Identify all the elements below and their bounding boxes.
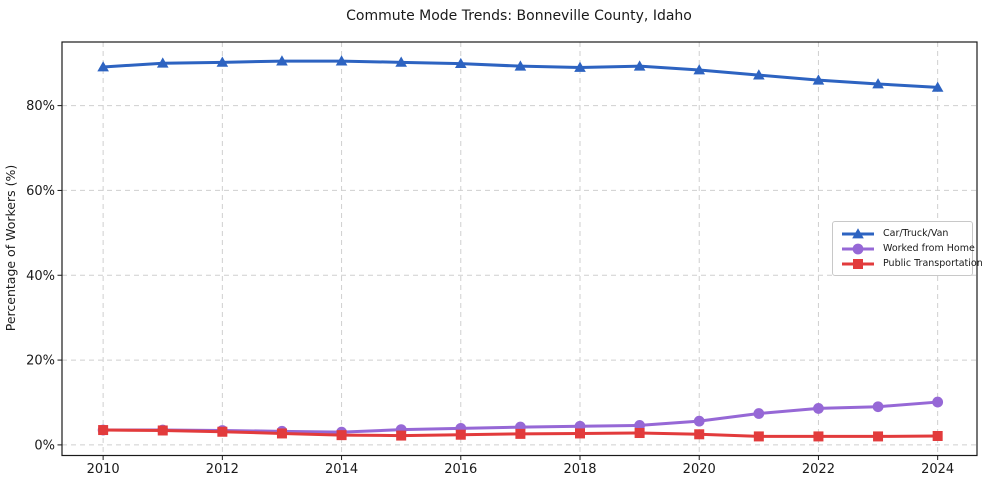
legend: Car/Truck/Van Worked from Home Public Tran…: [832, 221, 983, 276]
marker-car-truck-van: [574, 61, 586, 72]
marker-public-transportation: [396, 430, 407, 441]
marker-car-truck-van: [395, 56, 407, 67]
marker-public-transportation: [634, 428, 645, 439]
marker-car-truck-van: [812, 74, 825, 85]
marker-public-transportation: [575, 428, 586, 439]
legend-label: Worked from Home: [883, 243, 975, 254]
marker-public-transportation: [753, 431, 764, 442]
data-series: [97, 55, 944, 442]
marker-car-truck-van: [872, 78, 884, 89]
marker-worked-from-home: [813, 403, 824, 414]
marker-public-transportation: [813, 431, 824, 442]
marker-public-transportation: [932, 430, 943, 441]
y-tick-label: 20%: [26, 354, 55, 369]
marker-car-truck-van: [633, 60, 646, 71]
legend-item-public-transportation: Public Transportation: [840, 258, 983, 270]
series-public-transportation: [98, 425, 943, 442]
legend-swatch-public-transportation: [842, 258, 874, 269]
marker-worked-from-home: [693, 415, 705, 427]
x-tick-label: 2022: [802, 462, 835, 477]
x-tick-label: 2012: [206, 462, 239, 477]
plot-border-rect: [61, 41, 978, 457]
y-tick-label: 80%: [26, 99, 55, 114]
marker-car-truck-van: [931, 81, 944, 92]
marker-public-transportation: [276, 428, 287, 439]
marker-car-truck-van: [335, 55, 348, 66]
marker-worked-from-home: [872, 401, 884, 413]
marker-worked-from-home: [932, 396, 944, 408]
legend-marker-public-transportation: [853, 258, 863, 269]
marker-public-transportation: [336, 430, 347, 441]
plot-border: [61, 41, 978, 457]
legend-marker-car-truck-van: [852, 227, 864, 238]
marker-public-transportation: [515, 428, 526, 439]
marker-car-truck-van: [753, 69, 765, 80]
marker-worked-from-home: [753, 408, 765, 419]
legend-marker-worked-from-home: [852, 243, 864, 254]
y-axis-label: Percentage of Workers (%): [3, 165, 18, 331]
marker-public-transportation: [217, 426, 228, 437]
legend-item-worked-from-home: Worked from Home: [840, 243, 975, 255]
series-car-truck-van: [97, 55, 944, 92]
x-tick-label: 2020: [683, 462, 716, 477]
x-tick-label: 2016: [444, 462, 477, 477]
x-tick-label: 2010: [87, 462, 120, 477]
x-tick-label: 2024: [921, 462, 954, 477]
marker-car-truck-van: [216, 56, 229, 67]
legend-label: Car/Truck/Van: [883, 228, 949, 239]
marker-car-truck-van: [693, 64, 706, 75]
legend-swatch-car-truck-van: [842, 227, 874, 238]
marker-public-transportation: [694, 429, 705, 440]
y-tick-label: 40%: [26, 269, 55, 284]
marker-public-transportation: [455, 429, 466, 440]
marker-car-truck-van: [454, 57, 467, 69]
axis-ticks: 2010 2012 2014 2016 2018 2020 2022 2024 0% 20% 40%…: [26, 99, 954, 477]
marker-car-truck-van: [156, 57, 169, 68]
marker-car-truck-van: [97, 61, 109, 72]
marker-public-transportation: [98, 425, 109, 436]
legend-label: Public Transportation: [883, 258, 983, 269]
marker-car-truck-van: [276, 55, 288, 66]
chart-title: Commute Mode Trends: Bonneville County, …: [346, 8, 692, 24]
marker-car-truck-van: [514, 60, 527, 71]
marker-public-transportation: [157, 425, 168, 436]
grid-lines: [62, 42, 977, 456]
y-tick-label: 60%: [26, 184, 55, 199]
legend-swatch-worked-from-home: [842, 243, 874, 254]
x-tick-label: 2018: [563, 462, 596, 477]
y-tick-label: 0%: [34, 438, 55, 453]
legend-item-car-truck-van: Car/Truck/Van: [840, 227, 965, 240]
marker-public-transportation: [873, 431, 884, 442]
x-tick-label: 2014: [325, 462, 358, 477]
